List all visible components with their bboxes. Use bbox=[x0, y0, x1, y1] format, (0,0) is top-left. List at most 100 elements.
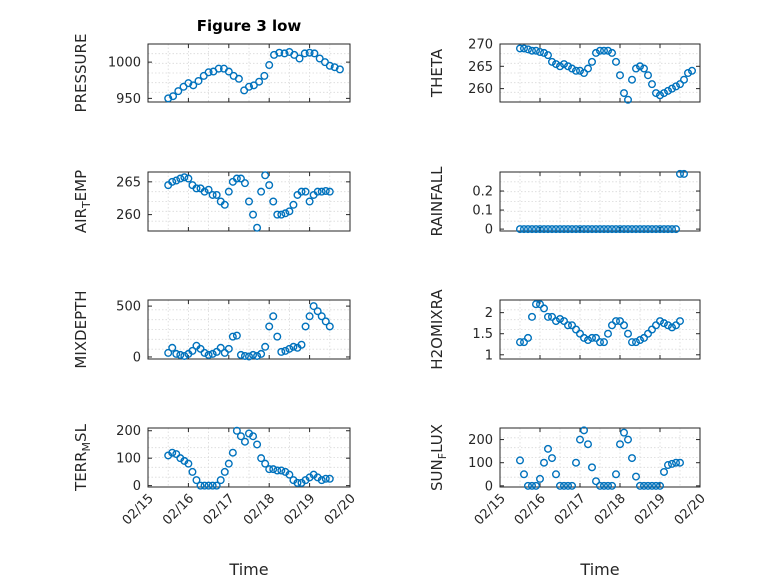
data-point bbox=[572, 225, 581, 234]
data-point bbox=[281, 209, 290, 218]
data-point bbox=[588, 463, 597, 472]
data-point bbox=[317, 312, 326, 321]
axes-box bbox=[499, 43, 701, 103]
data-point bbox=[652, 89, 661, 98]
data-point bbox=[168, 448, 177, 457]
data-point bbox=[660, 467, 669, 476]
data-point bbox=[628, 225, 637, 234]
data-point bbox=[624, 329, 633, 338]
data-point bbox=[600, 481, 609, 490]
data-point bbox=[528, 225, 537, 234]
x-tick-label: 02/15 bbox=[120, 491, 157, 528]
data-point bbox=[564, 62, 573, 71]
data-point bbox=[228, 448, 237, 457]
data-point bbox=[236, 432, 245, 441]
data-point bbox=[257, 349, 266, 358]
data-point bbox=[220, 200, 229, 209]
data-point bbox=[592, 48, 601, 57]
data-point bbox=[285, 207, 294, 216]
data-point bbox=[676, 317, 685, 326]
data-point bbox=[273, 466, 282, 475]
data-point bbox=[224, 344, 233, 353]
data-point bbox=[176, 174, 185, 183]
panel-top-right: 260 265 270 THETA bbox=[428, 38, 701, 104]
data-point bbox=[180, 351, 189, 360]
data-point bbox=[604, 225, 613, 234]
data-point bbox=[636, 481, 645, 490]
panel-lower-left: 0 500 MIXDEPTH bbox=[72, 290, 351, 369]
data-point bbox=[220, 467, 229, 476]
axes-box bbox=[147, 427, 351, 488]
data-point bbox=[516, 225, 525, 234]
data-point bbox=[224, 187, 233, 196]
data-point bbox=[532, 225, 541, 234]
data-point bbox=[584, 64, 593, 73]
data-point bbox=[676, 80, 685, 89]
data-point bbox=[301, 187, 310, 196]
y-axis-label: H2OMIXRA bbox=[428, 289, 446, 370]
data-point bbox=[572, 66, 581, 75]
data-point bbox=[632, 472, 641, 481]
data-point bbox=[612, 317, 621, 326]
data-point bbox=[265, 465, 274, 474]
data-point bbox=[596, 481, 605, 490]
data-point bbox=[249, 210, 258, 219]
data-point bbox=[520, 338, 529, 347]
y-axis-label: THETA bbox=[428, 48, 446, 98]
data-point bbox=[269, 197, 278, 206]
data-point bbox=[184, 79, 193, 88]
data-point bbox=[516, 44, 525, 53]
y-tick-label: 1000 bbox=[108, 56, 141, 71]
data-point bbox=[335, 65, 344, 74]
data-point bbox=[192, 184, 201, 193]
data-point bbox=[200, 187, 209, 196]
data-point bbox=[189, 81, 198, 90]
data-point bbox=[200, 481, 209, 490]
data-point bbox=[608, 481, 617, 490]
data-point bbox=[310, 49, 319, 58]
data-point bbox=[680, 169, 689, 178]
data-point bbox=[548, 57, 557, 66]
data-point bbox=[644, 329, 653, 338]
data-point bbox=[325, 61, 334, 70]
data-point bbox=[612, 470, 621, 479]
y-tick-label: 0 bbox=[133, 350, 141, 365]
data-point bbox=[289, 200, 298, 209]
data-point bbox=[672, 225, 681, 234]
data-point bbox=[620, 225, 629, 234]
data-point bbox=[516, 338, 525, 347]
x-tick-label: 02/16 bbox=[160, 491, 197, 528]
data-point bbox=[564, 225, 573, 234]
axes-box bbox=[499, 171, 701, 232]
data-point bbox=[612, 57, 621, 66]
data-point bbox=[580, 333, 589, 342]
data-point bbox=[568, 321, 577, 330]
y-tick-label: 100 bbox=[468, 456, 493, 471]
data-point bbox=[169, 92, 178, 101]
data-point bbox=[184, 459, 193, 468]
data-point bbox=[321, 474, 330, 483]
data-point bbox=[628, 75, 637, 84]
data-point bbox=[524, 481, 533, 490]
y-tick-label: 950 bbox=[116, 92, 141, 107]
data-point bbox=[313, 187, 322, 196]
data-point bbox=[532, 300, 541, 309]
data-point bbox=[164, 348, 173, 357]
data-point bbox=[612, 225, 621, 234]
data-point bbox=[576, 329, 585, 338]
data-point bbox=[640, 225, 649, 234]
data-point bbox=[544, 225, 553, 234]
data-point bbox=[600, 338, 609, 347]
y-tick-label: 1.5 bbox=[472, 327, 493, 342]
data-point bbox=[216, 476, 225, 485]
y-tick-label: 0.1 bbox=[472, 204, 493, 219]
data-point bbox=[556, 225, 565, 234]
data-point bbox=[293, 478, 302, 487]
data-point bbox=[636, 62, 645, 71]
data-point bbox=[277, 347, 286, 356]
data-point bbox=[532, 46, 541, 55]
data-point bbox=[216, 343, 225, 352]
data-point bbox=[544, 51, 553, 60]
